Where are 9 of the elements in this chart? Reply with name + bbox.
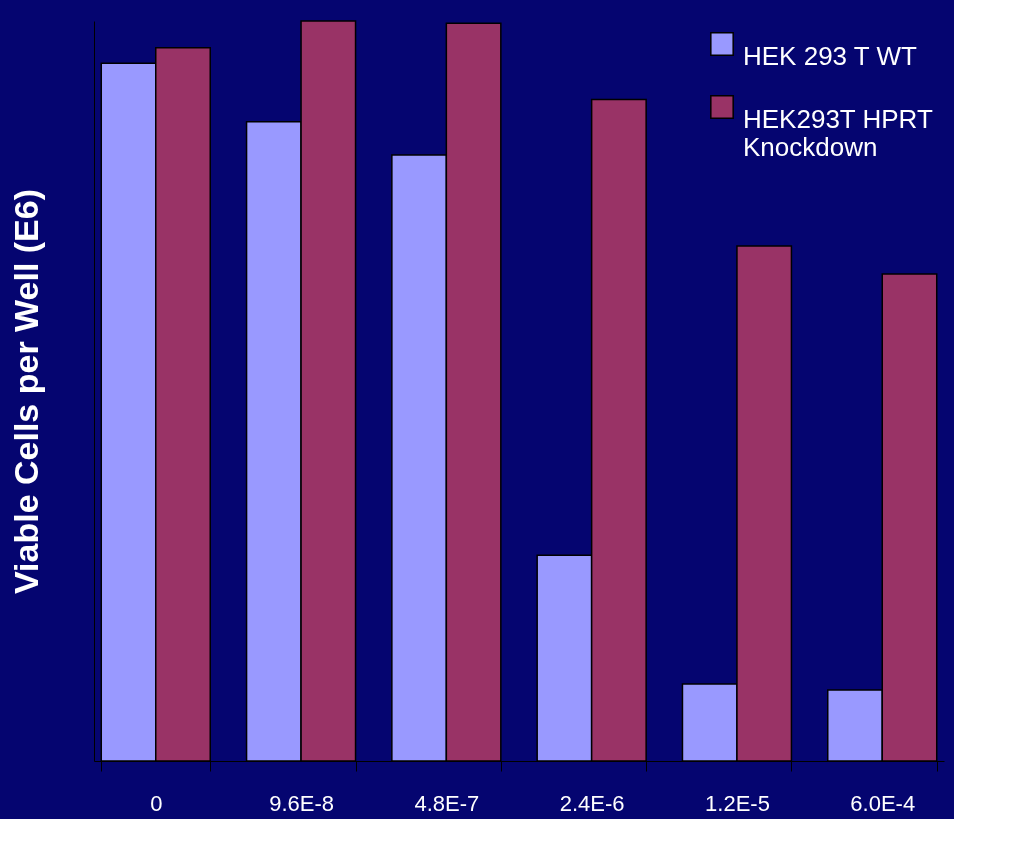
x-tick-label: 2.4E-6 — [559, 790, 625, 816]
legend-label: HEK 293 T WT — [743, 41, 917, 71]
x-tick-label: 4.8E-7 — [414, 790, 480, 816]
x-tick-label: 0 — [150, 790, 163, 816]
x-tick-label: 6.0E-4 — [850, 790, 916, 816]
x-tick-label: 9.6E-8 — [269, 790, 334, 816]
x-tick-label: 1.2E-5 — [705, 790, 770, 816]
legend-label: HEK293T HPRT Knockdown — [743, 104, 933, 162]
y-axis-title: Viable Cells per Well (E6) — [6, 188, 45, 595]
